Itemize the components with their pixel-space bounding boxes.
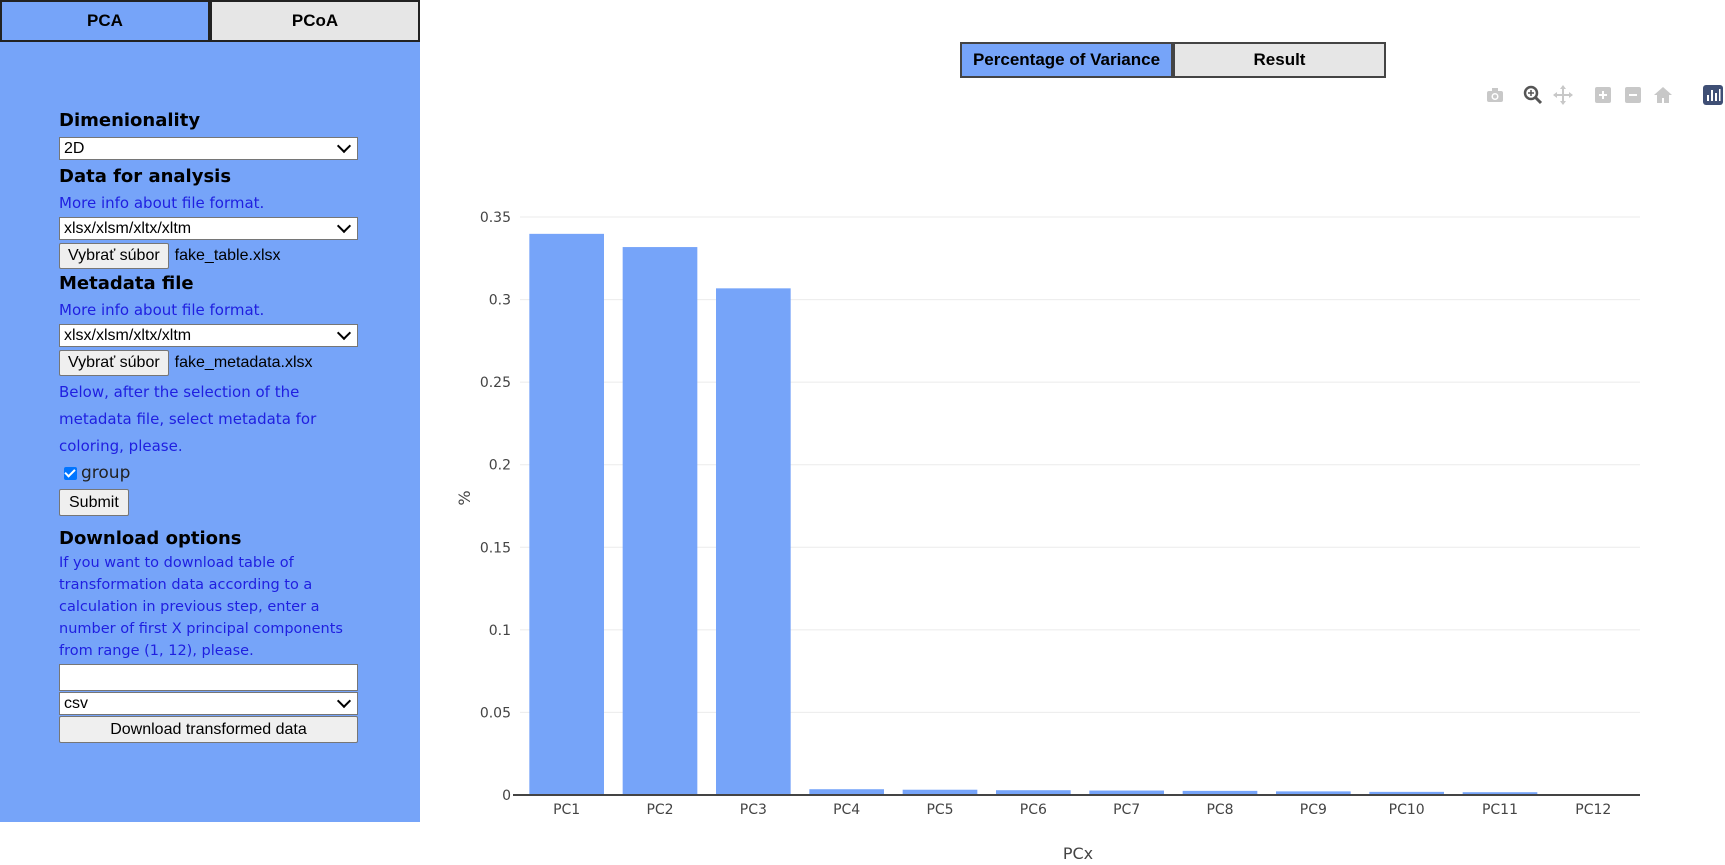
metadata-format-info-link[interactable]: More info about file format. [59,301,265,319]
x-tick-label: PC3 [740,802,767,818]
x-tick-label: PC2 [646,802,673,818]
tab-percentage-of-variance[interactable]: Percentage of Variance [960,42,1173,78]
chart-bars [529,233,1538,795]
chevron-down-icon [336,218,352,234]
pan-icon[interactable] [1552,84,1574,106]
dimensionality-select[interactable]: 2D [59,137,358,160]
y-tick-label: 0.2 [489,458,511,474]
bar-pc1 [529,233,604,795]
tab-pca[interactable]: PCA [0,0,210,42]
result-tabs: Percentage of Variance Result [960,42,1386,78]
data-format-info-link[interactable]: More info about file format. [59,194,265,212]
bar-pc5 [902,789,978,795]
x-tick-label: PC4 [833,802,860,818]
bar-pc6 [996,790,1071,795]
metadata-file-choose-button[interactable]: Vybrať súbor [59,350,169,376]
metadata-format-select[interactable]: xlsx/xlsm/xltx/xltm [59,324,358,347]
principal-components-input[interactable] [59,664,358,691]
sidebar: Dimenionality 2D Data for analysis More … [0,42,420,822]
sidebar-form: Dimenionality 2D Data for analysis More … [59,108,359,743]
camera-icon[interactable] [1484,84,1506,106]
y-axis-title: % [455,490,474,505]
data-file-name: fake_table.xlsx [174,247,281,264]
download-transformed-data-button[interactable]: Download transformed data [59,716,358,743]
home-icon[interactable] [1652,84,1674,106]
bar-pc8 [1182,790,1258,795]
x-tick-label: PC10 [1389,802,1425,818]
analysis-method-tabs: PCA PCoA [0,0,420,42]
data-analysis-heading: Data for analysis [59,166,232,187]
metadata-heading: Metadata file [59,273,194,294]
bar-pc10 [1369,791,1444,795]
y-tick-label: 0.3 [489,293,511,309]
x-tick-label: PC5 [926,802,953,818]
chevron-down-icon [336,138,352,154]
chart-gridlines [520,216,1640,713]
x-axis-title: PCx [1063,844,1093,863]
data-format-select[interactable]: xlsx/xlsm/xltx/xltm [59,217,358,240]
x-tick-label: PC9 [1300,802,1327,818]
zoom-in-icon[interactable] [1592,84,1614,106]
x-tick-label: PC12 [1575,802,1611,818]
metadata-format-select-value: xlsx/xlsm/xltx/xltm [64,326,192,344]
download-info-text: If you want to download table of transfo… [59,555,343,659]
x-tick-label: PC6 [1020,802,1047,818]
bar-pc3 [716,288,791,795]
download-format-select[interactable]: csv [59,692,358,715]
submit-button[interactable]: Submit [59,489,129,516]
metadata-file-name: fake_metadata.xlsx [174,354,313,371]
bar-pc2 [622,247,698,795]
bar-pc7 [1089,790,1164,795]
data-format-select-value: xlsx/xlsm/xltx/xltm [64,219,192,237]
data-file-choose-button[interactable]: Vybrať súbor [59,243,169,269]
y-tick-label: 0.15 [480,540,511,556]
download-format-select-value: csv [64,694,88,712]
metadata-file-row: Vybrať súbor fake_metadata.xlsx [59,349,359,377]
group-checkbox-row: group [64,460,359,486]
dimensionality-heading: Dimenionality [59,110,201,131]
x-tick-label: PC7 [1113,802,1140,818]
x-tick-label: PC1 [553,802,580,818]
y-tick-label: 0.25 [480,375,511,391]
x-tick-label: PC11 [1482,802,1518,818]
chevron-down-icon [336,325,352,341]
plotly-logo-icon[interactable] [1702,84,1724,106]
zoom-icon[interactable] [1522,84,1544,106]
y-tick-label: 0.1 [489,623,511,639]
group-checkbox[interactable] [64,466,77,480]
y-tick-label: 0.35 [480,210,511,226]
chevron-down-icon [336,693,352,709]
tab-result[interactable]: Result [1173,42,1386,78]
metadata-coloring-note: Below, after the selection of the metada… [59,383,317,455]
x-tick-label: PC8 [1206,802,1233,818]
group-checkbox-label: group [81,463,131,483]
bar-pc4 [809,789,884,795]
tab-pcoa[interactable]: PCoA [210,0,420,42]
chart-axes: 0 0.05 0.1 0.15 0.2 0.25 0.3 0.35 PC1 PC2 PC3 PC4 PC… [480,210,1640,818]
bar-pc11 [1462,792,1538,795]
download-options-heading: Download options [59,528,242,549]
bar-pc9 [1276,791,1351,795]
y-tick-label: 0.05 [480,705,511,721]
dimensionality-select-value: 2D [64,139,85,157]
data-file-row: Vybrať súbor fake_table.xlsx [59,242,359,270]
zoom-out-icon[interactable] [1622,84,1644,106]
y-tick-label: 0 [502,788,511,804]
